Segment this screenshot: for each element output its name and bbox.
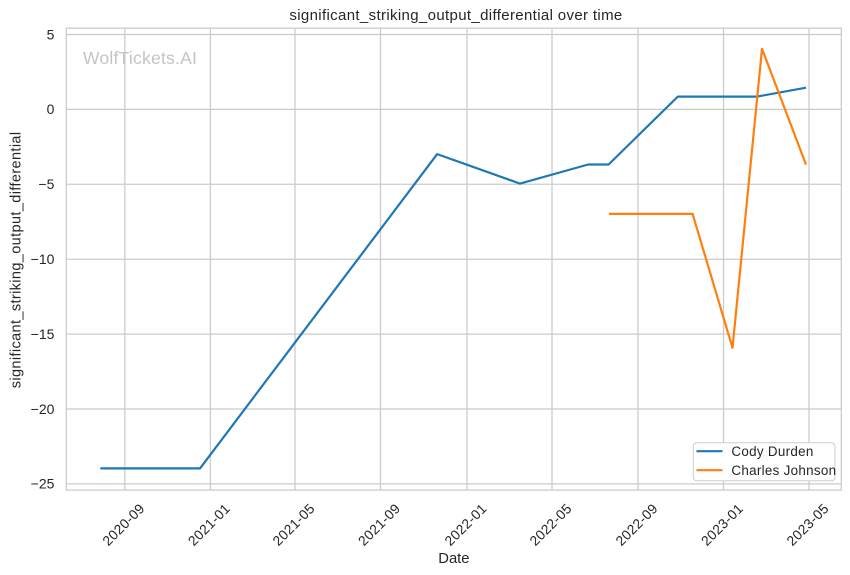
svg-text:significant_striking_output_di: significant_striking_output_differential… [289,7,622,24]
svg-text:significant_striking_output_di: significant_striking_output_differential [9,132,25,389]
svg-text:Charles Johnson: Charles Johnson [731,463,836,478]
svg-text:Cody Durden: Cody Durden [731,444,813,459]
svg-text:−20: −20 [31,401,55,417]
svg-text:WolfTickets.AI: WolfTickets.AI [83,48,197,68]
svg-text:−5: −5 [38,176,54,192]
svg-text:−25: −25 [31,476,55,492]
svg-text:−10: −10 [31,251,55,267]
svg-text:−15: −15 [31,326,55,342]
svg-text:0: 0 [47,101,55,117]
svg-text:Date: Date [438,551,469,567]
svg-text:5: 5 [47,26,55,42]
